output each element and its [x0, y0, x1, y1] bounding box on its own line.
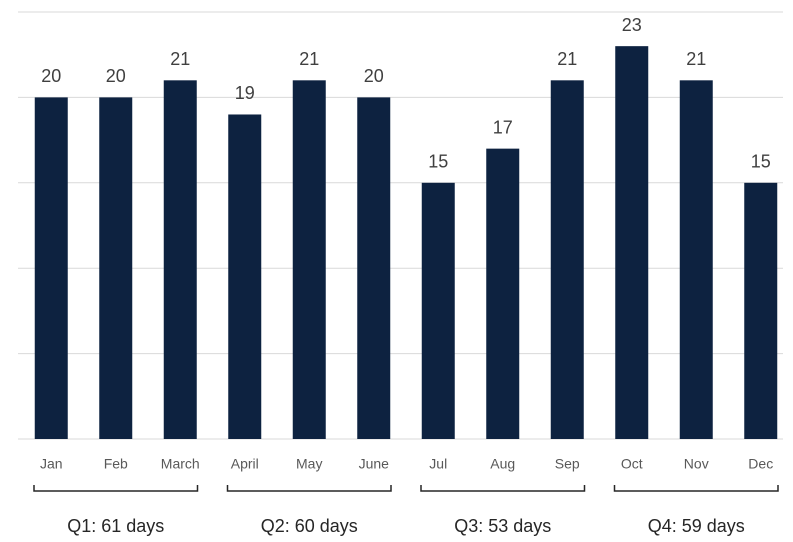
quarter-bracket [33, 485, 199, 492]
value-label: 20 [364, 66, 384, 86]
value-label: 21 [299, 49, 319, 69]
value-label: 19 [235, 83, 255, 103]
x-tick-label: Nov [684, 456, 709, 472]
bar [421, 182, 455, 440]
x-tick-label: June [359, 456, 390, 472]
x-tick-label: Jul [429, 456, 447, 472]
bar [357, 97, 391, 440]
quarter-label: Q3: 53 days [454, 516, 551, 536]
bar [163, 80, 197, 439]
quarter-label: Q2: 60 days [261, 516, 358, 536]
bar [34, 97, 68, 440]
quarter-bracket [613, 485, 779, 492]
bar [679, 80, 713, 439]
x-tick-label: Feb [104, 456, 128, 472]
value-label: 17 [493, 117, 513, 137]
x-tick-label: April [231, 456, 259, 472]
bar [615, 46, 649, 439]
x-tick-label: Jan [40, 456, 63, 472]
value-label: 20 [106, 66, 126, 86]
bar [292, 80, 326, 439]
x-tick-label: Dec [748, 456, 773, 472]
value-label: 23 [622, 15, 642, 35]
bar [228, 114, 262, 439]
x-tick-label: Oct [621, 456, 643, 472]
x-tick-label: May [296, 456, 322, 472]
value-label: 21 [170, 49, 190, 69]
value-label: 15 [428, 152, 448, 172]
quarter-label: Q4: 59 days [648, 516, 745, 536]
quarter-bracket [420, 485, 586, 492]
value-label: 20 [41, 66, 61, 86]
value-label: 21 [557, 49, 577, 69]
value-label: 15 [751, 152, 771, 172]
bar [486, 148, 520, 439]
x-tick-label: March [161, 456, 200, 472]
value-label: 21 [686, 49, 706, 69]
quarter-label: Q1: 61 days [67, 516, 164, 536]
bar [744, 182, 778, 440]
x-tick-label: Aug [490, 456, 515, 472]
quarter-bracket [226, 485, 392, 492]
bar [99, 97, 133, 440]
bar [550, 80, 584, 439]
x-tick-label: Sep [555, 456, 580, 472]
